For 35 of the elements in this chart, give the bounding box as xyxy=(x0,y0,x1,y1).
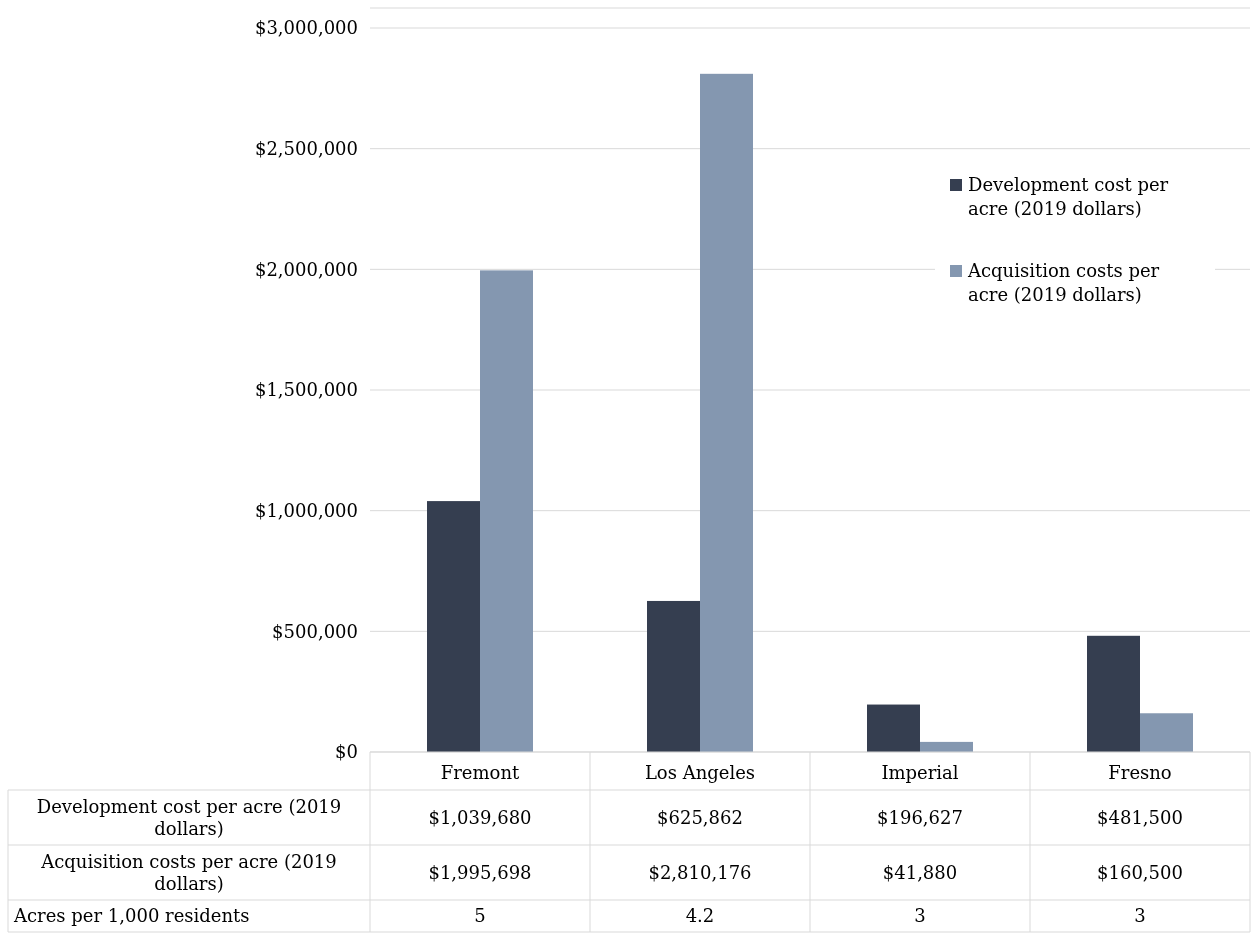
y-tick-label: $2,500,000 xyxy=(254,137,358,159)
legend-label: Acquisition costs per acre (2019 dollars) xyxy=(967,260,1160,306)
data-label: $1,995,698 xyxy=(428,861,532,883)
text: Development cost per acre (2019 dollars) xyxy=(36,795,342,839)
y-tick-label: $3,000,000 xyxy=(254,17,358,39)
bar xyxy=(867,704,920,752)
y-tick-label: $1,500,000 xyxy=(254,379,358,401)
x-tick-label: Los Angeles xyxy=(644,762,756,784)
data-label: $2,810,176 xyxy=(648,861,752,883)
text: 3 xyxy=(1134,905,1146,927)
bar xyxy=(700,73,753,752)
bar xyxy=(1140,713,1193,752)
data-label: $41,880 xyxy=(882,861,958,883)
x-tick-label: Fresno xyxy=(1108,762,1172,784)
data-label: $1,039,680 xyxy=(428,806,532,828)
y-tick-label: $1,000,000 xyxy=(254,499,358,521)
bar xyxy=(480,270,533,752)
y-tick-label: $0 xyxy=(335,741,358,763)
text: 5 xyxy=(474,905,486,927)
data-label: $481,500 xyxy=(1097,806,1183,828)
text: 4.2 xyxy=(685,905,715,927)
data-label: $196,627 xyxy=(877,806,963,828)
y-tick-label: $2,000,000 xyxy=(254,258,358,280)
legend-label: Development cost per acre (2019 dollars) xyxy=(968,174,1169,220)
bar xyxy=(1087,635,1140,752)
text: Acres per 1,000 residents xyxy=(13,905,250,927)
text: 3 xyxy=(914,905,926,927)
bar xyxy=(427,501,480,752)
data-label: $160,500 xyxy=(1097,861,1183,883)
y-tick-label: $500,000 xyxy=(272,620,358,642)
data-label: $625,862 xyxy=(657,806,743,828)
text: Acquisition costs per acre (2019 dollars) xyxy=(41,850,337,894)
x-tick-label: Fremont xyxy=(440,762,520,784)
bar xyxy=(647,600,700,752)
x-tick-label: Imperial xyxy=(881,762,959,784)
